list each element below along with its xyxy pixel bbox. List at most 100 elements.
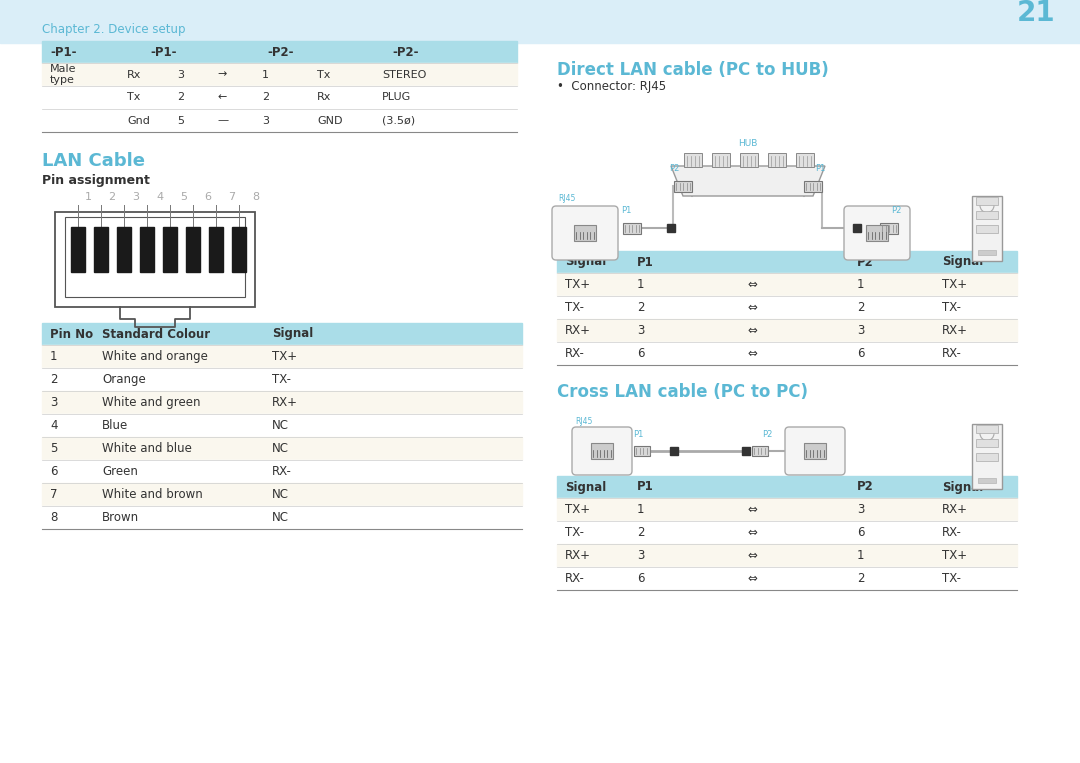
Text: RJ45: RJ45: [558, 194, 576, 203]
Bar: [740, 153, 758, 167]
Text: Male
type: Male type: [50, 63, 77, 85]
Bar: [42, 460, 522, 483]
Text: (3.5ø): (3.5ø): [382, 115, 415, 125]
Text: TX-: TX-: [272, 373, 291, 386]
Text: RJ45: RJ45: [576, 417, 593, 426]
Text: 2: 2: [858, 301, 864, 314]
Text: -P2-: -P2-: [392, 46, 419, 59]
Bar: [42, 109, 517, 132]
Text: TX+: TX+: [942, 549, 967, 562]
Text: Signal: Signal: [942, 256, 983, 269]
Text: 3: 3: [262, 115, 269, 125]
Text: 3: 3: [637, 324, 645, 337]
Bar: [42, 86, 517, 109]
FancyBboxPatch shape: [785, 427, 845, 475]
Bar: [978, 478, 996, 482]
Bar: [573, 225, 596, 241]
Text: 6: 6: [858, 347, 864, 360]
Bar: [768, 153, 786, 167]
Text: 1: 1: [858, 278, 864, 291]
Text: White and orange: White and orange: [102, 350, 207, 363]
Text: GND: GND: [318, 115, 342, 125]
Text: White and green: White and green: [102, 396, 201, 409]
Bar: [804, 181, 822, 192]
Bar: [42, 41, 517, 63]
Text: Rx: Rx: [318, 92, 332, 102]
Bar: [796, 153, 814, 167]
Text: 4: 4: [157, 192, 163, 202]
Text: Signal: Signal: [565, 481, 606, 494]
Bar: [978, 250, 996, 255]
Bar: [42, 437, 522, 460]
Bar: [163, 227, 177, 272]
Text: TX-: TX-: [942, 301, 961, 314]
Bar: [42, 368, 522, 391]
Text: 6: 6: [50, 465, 57, 478]
Text: TX+: TX+: [565, 278, 590, 291]
Text: ⇔: ⇔: [747, 301, 757, 314]
Text: RX-: RX-: [942, 347, 962, 360]
Bar: [65, 217, 245, 297]
Text: 6: 6: [637, 572, 645, 585]
Text: TX-: TX-: [942, 572, 961, 585]
Text: 4: 4: [50, 419, 57, 432]
Bar: [976, 425, 998, 433]
Text: White and blue: White and blue: [102, 442, 192, 455]
Text: 1: 1: [262, 69, 269, 79]
Text: Signal: Signal: [565, 256, 606, 269]
Text: Rx: Rx: [127, 69, 141, 79]
Text: 1: 1: [50, 350, 57, 363]
Bar: [880, 223, 897, 233]
Text: ⇔: ⇔: [747, 324, 757, 337]
Text: •  Connector: RJ45: • Connector: RJ45: [557, 80, 666, 93]
Text: STEREO: STEREO: [382, 69, 427, 79]
Bar: [117, 227, 131, 272]
Bar: [557, 296, 1017, 319]
Text: 2: 2: [637, 301, 645, 314]
Text: RX-: RX-: [272, 465, 292, 478]
Text: ⇔: ⇔: [747, 278, 757, 291]
Text: 1: 1: [858, 549, 864, 562]
Text: RX+: RX+: [565, 549, 591, 562]
Text: LAN Cable: LAN Cable: [42, 152, 145, 170]
Text: 3: 3: [177, 69, 184, 79]
Bar: [94, 227, 108, 272]
Text: P2: P2: [891, 206, 902, 215]
Bar: [0, 0, 1080, 43]
Text: 8: 8: [253, 192, 259, 202]
FancyBboxPatch shape: [572, 427, 632, 475]
Text: Gnd: Gnd: [127, 115, 150, 125]
Text: P2: P2: [669, 164, 679, 173]
Bar: [42, 323, 522, 345]
Text: TX+: TX+: [272, 350, 297, 363]
Bar: [557, 521, 1017, 544]
Bar: [210, 227, 222, 272]
Text: ⇔: ⇔: [747, 526, 757, 539]
Bar: [232, 227, 246, 272]
Text: P2: P2: [858, 481, 874, 494]
Bar: [972, 195, 1002, 260]
Bar: [976, 225, 998, 233]
Bar: [634, 446, 650, 456]
Bar: [866, 225, 888, 241]
Text: 1: 1: [637, 278, 645, 291]
Text: RX-: RX-: [942, 526, 962, 539]
Bar: [667, 224, 675, 232]
Text: 3: 3: [858, 324, 864, 337]
Text: PLUG: PLUG: [382, 92, 411, 102]
Text: 1: 1: [637, 503, 645, 516]
Text: P1: P1: [637, 481, 653, 494]
Text: P2: P2: [762, 430, 772, 439]
Bar: [976, 453, 998, 461]
Text: Chapter 2. Device setup: Chapter 2. Device setup: [42, 24, 186, 37]
Text: HUB: HUB: [739, 139, 758, 148]
Bar: [853, 224, 861, 232]
Text: 3: 3: [133, 192, 139, 202]
Text: NC: NC: [272, 511, 289, 524]
Text: 2: 2: [108, 192, 116, 202]
Text: 2: 2: [262, 92, 269, 102]
Text: 6: 6: [204, 192, 212, 202]
Bar: [670, 447, 678, 455]
Text: Signal: Signal: [942, 481, 983, 494]
Text: RX+: RX+: [942, 324, 968, 337]
